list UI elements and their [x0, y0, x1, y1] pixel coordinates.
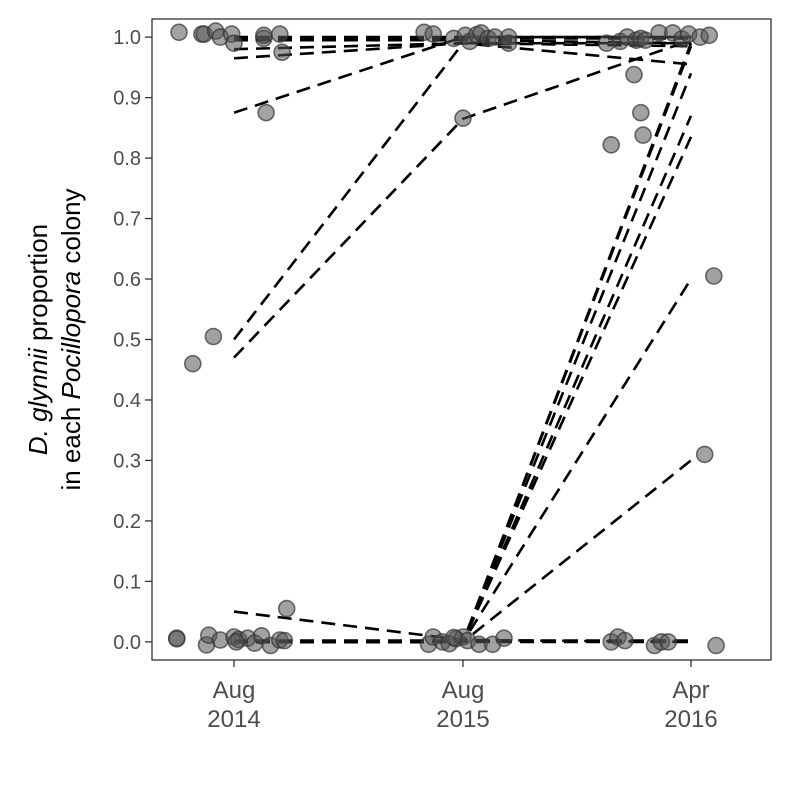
data-point-28 — [227, 633, 246, 651]
y-axis-title-segment: D. glynnii — [23, 347, 53, 455]
y-tick-label: 0.0 — [113, 632, 141, 654]
data-point-14 — [184, 354, 202, 373]
y-tick-label: 0.2 — [113, 511, 141, 533]
data-point-0 — [170, 23, 188, 42]
y-tick-label: 0.9 — [113, 88, 141, 110]
y-axis-title-segment: Pocillopora — [56, 271, 86, 400]
y-axis-title-segment: in each — [56, 399, 86, 490]
data-point-13 — [257, 103, 275, 122]
y-axis-title-segment: proportion — [23, 224, 53, 348]
data-point-2 — [168, 629, 186, 648]
data-point-51 — [444, 628, 463, 647]
data-point-64 — [625, 65, 643, 84]
y-tick-label: 1.0 — [113, 27, 141, 49]
data-point-57 — [636, 31, 655, 50]
x-tick-year: 2014 — [207, 706, 260, 733]
colony-track-12 — [234, 115, 693, 644]
y-axis-title-line1: D. glynnii proportion — [23, 224, 53, 455]
colony-track-16 — [234, 278, 693, 644]
data-point-72 — [616, 631, 634, 650]
y-tick-label: 0.1 — [113, 571, 141, 593]
data-point-50 — [495, 629, 513, 648]
y-tick-label: 0.5 — [113, 330, 141, 352]
x-tick-year: 2016 — [664, 706, 717, 733]
x-tick-month: Apr — [672, 677, 709, 704]
colony-track-15 — [234, 42, 693, 644]
y-axis-title-line2: in each Pocillopora colony — [56, 188, 86, 490]
data-point-39 — [499, 34, 518, 53]
data-point-30 — [424, 25, 443, 43]
data-point-16 — [277, 599, 296, 618]
data-point-10 — [254, 26, 273, 45]
y-tick-label: 0.4 — [113, 390, 141, 412]
colony-track-6 — [232, 41, 691, 341]
x-tick-month: Aug — [442, 677, 485, 704]
data-point-75 — [659, 633, 678, 651]
x-tick-year: 2015 — [436, 706, 489, 733]
data-point-15 — [204, 327, 223, 346]
data-point-12 — [273, 43, 291, 62]
colony-track-7 — [233, 38, 692, 359]
data-point-67 — [602, 136, 621, 154]
data-point-8 — [225, 34, 243, 53]
colony-track-14 — [234, 45, 693, 644]
y-tick-label: 0.3 — [113, 450, 141, 472]
colony-track-13 — [234, 72, 693, 644]
data-point-11 — [270, 25, 289, 43]
data-point-76 — [707, 636, 725, 655]
y-tick-label: 0.7 — [113, 209, 141, 231]
y-axis: 0.0 0.1 0.2 0.3 0.4 0.5 0.6 0.7 0.8 0.9 1.0 — [113, 27, 152, 654]
data-point-40 — [454, 109, 472, 127]
colony-track-11 — [234, 136, 693, 644]
colony-track-lines — [232, 35, 693, 644]
x-tick-month: Aug — [213, 677, 256, 704]
data-point-69 — [695, 445, 714, 464]
y-axis-title-segment: colony — [56, 188, 86, 270]
data-point-68 — [704, 267, 723, 285]
data-point-63 — [700, 26, 719, 45]
data-point-65 — [631, 103, 650, 122]
data-points — [168, 22, 725, 655]
data-point-27 — [275, 631, 294, 650]
colony-track-17 — [234, 459, 692, 644]
y-tick-label: 0.8 — [113, 148, 141, 170]
data-point-66 — [634, 126, 652, 144]
y-tick-label: 0.6 — [113, 269, 141, 291]
